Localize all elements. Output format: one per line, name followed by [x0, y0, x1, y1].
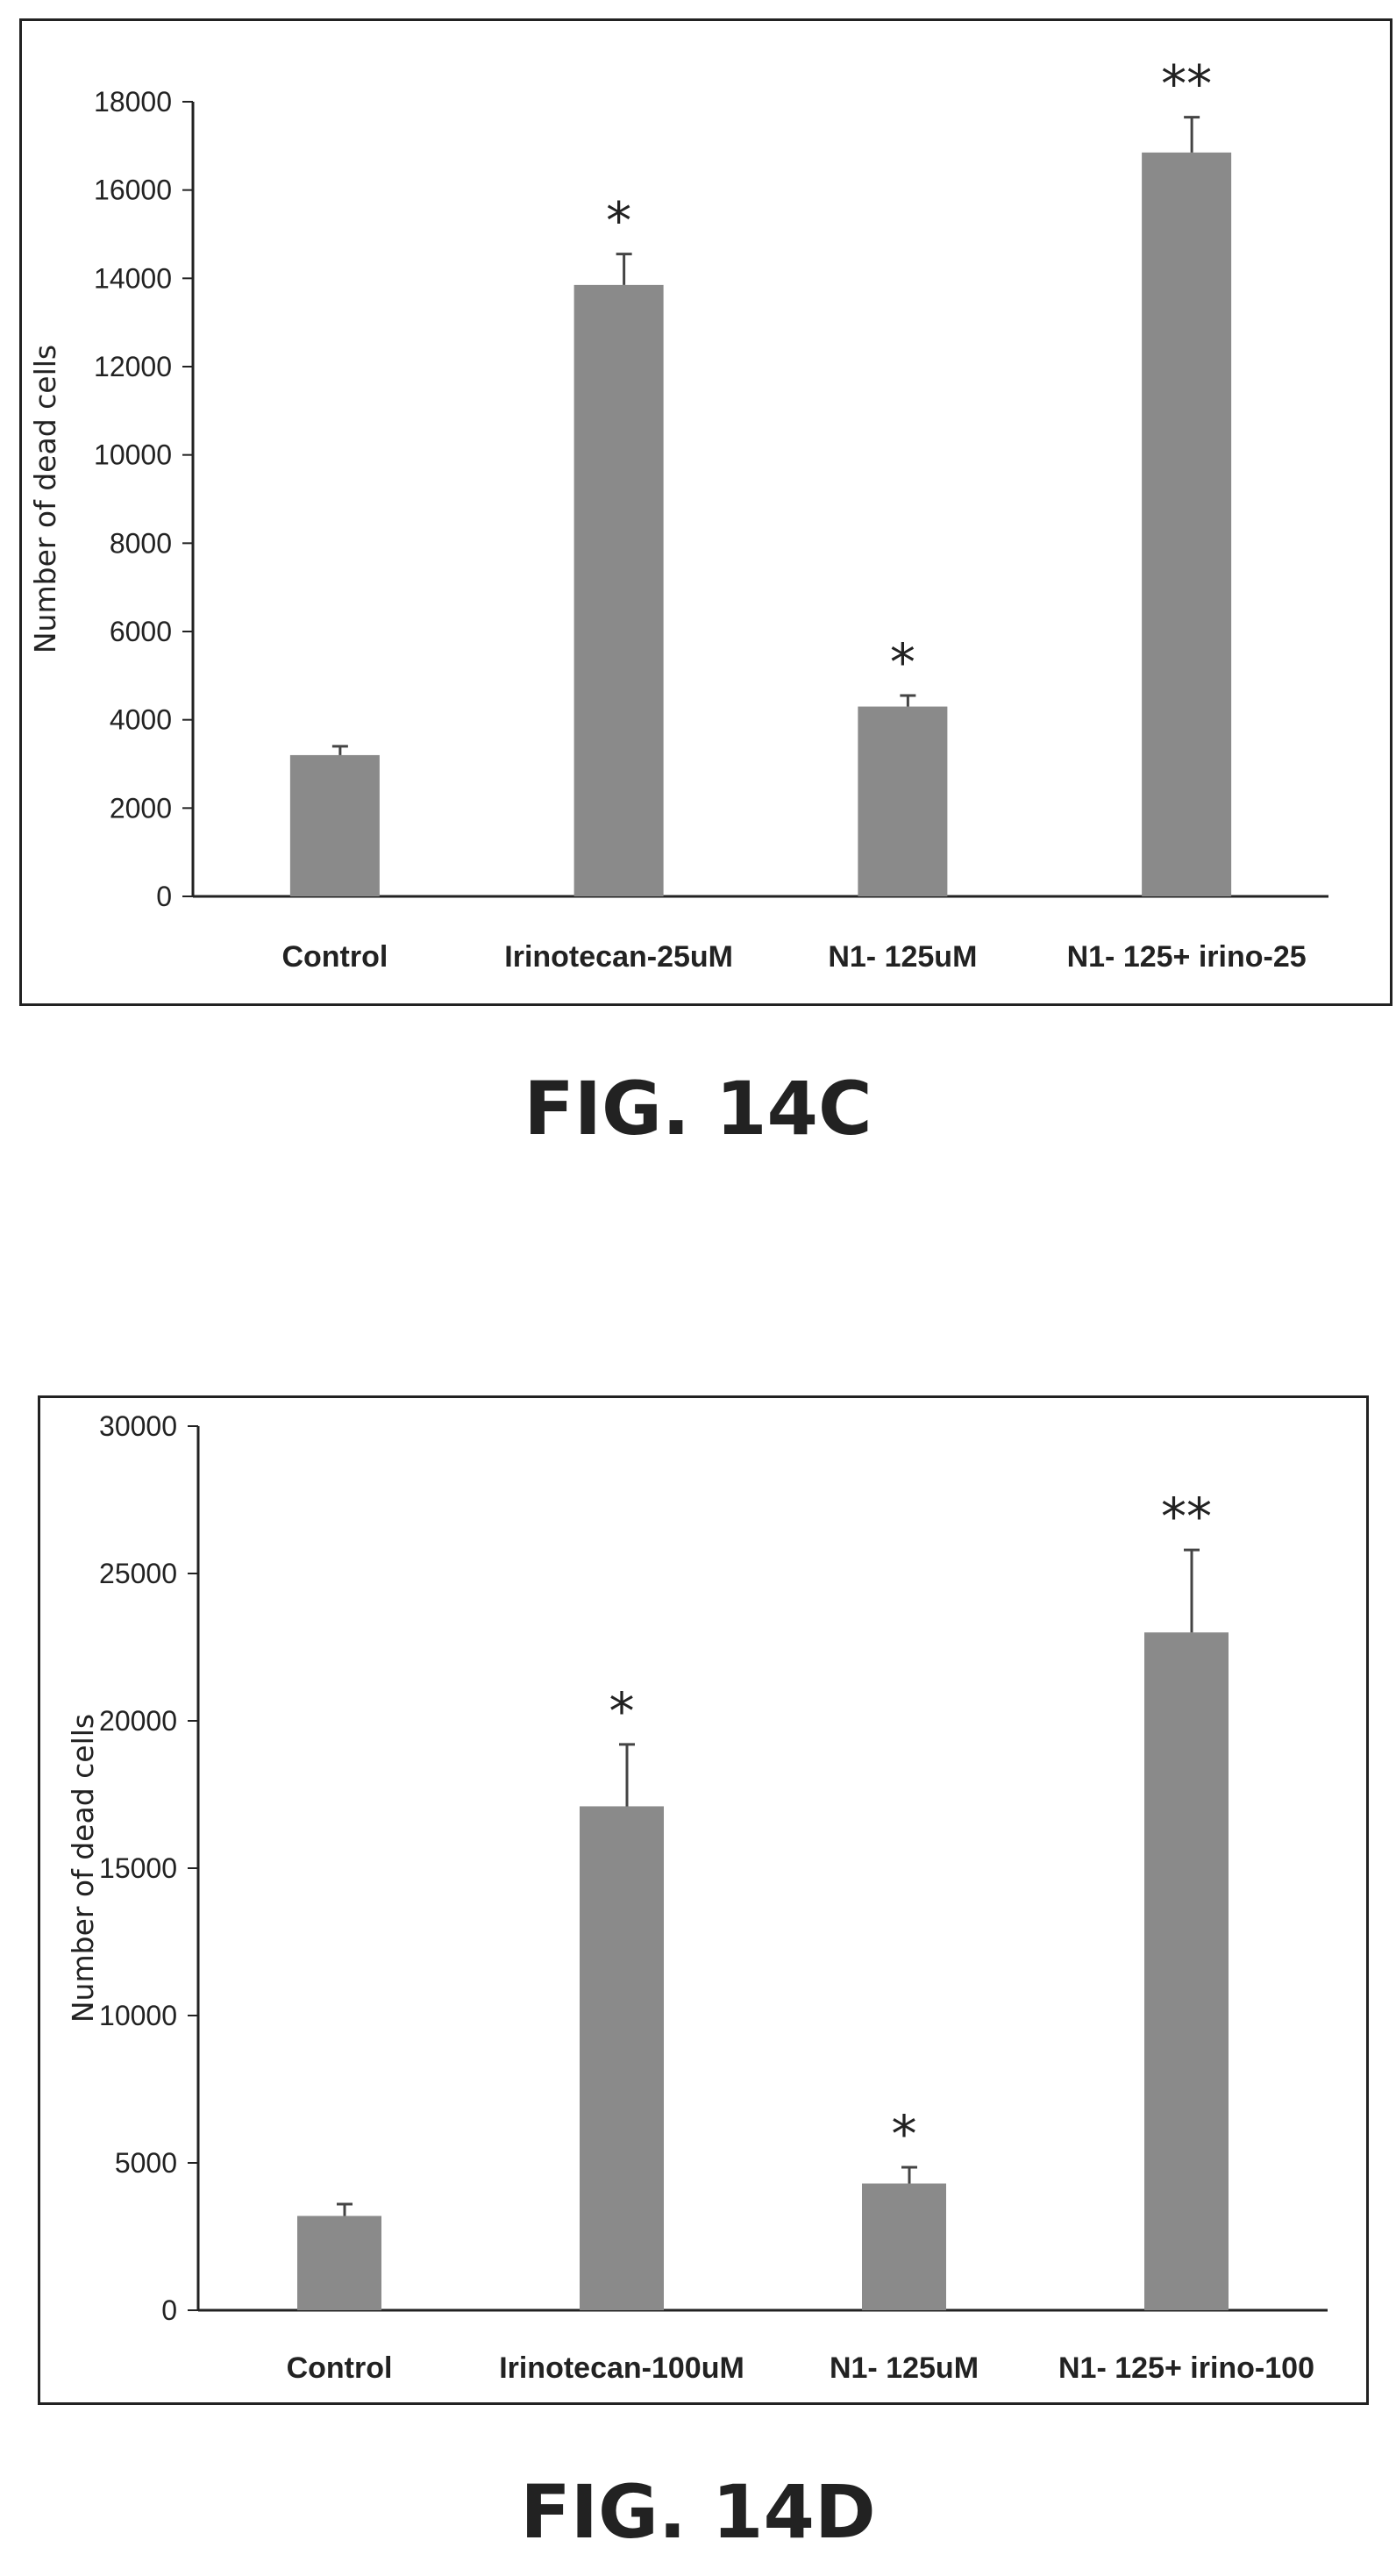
bar: [580, 1806, 664, 2310]
significance-marker: *: [890, 632, 915, 692]
bar-chart-14d: 0 5000 10000 15000 20000 25000 30000 Number of …: [66, 1410, 1328, 2385]
figure-caption-14c: FIG. 14C: [524, 1066, 872, 1152]
bar: [289, 754, 380, 896]
y-tick-label: 2000: [110, 792, 172, 824]
x-category-label: Irinotecan-25uM: [504, 940, 733, 974]
y-tick-label: 4000: [110, 704, 172, 736]
x-category-label: Control: [281, 940, 388, 974]
significance-marker: **: [1161, 54, 1212, 114]
y-tick-label: 0: [156, 881, 172, 912]
x-category-label: N1- 125uM: [828, 940, 977, 974]
significance-marker: *: [892, 2104, 917, 2164]
bar: [858, 706, 948, 896]
figure-caption-14d: FIG. 14D: [520, 2469, 876, 2555]
bar: [1142, 152, 1232, 897]
x-category-label: Control: [287, 2351, 393, 2385]
bar-chart-14c: 0 2000 4000 6000 8000 10000 12000 14000 16000 180…: [28, 54, 1328, 974]
chart-panel-14d: 0 5000 10000 15000 20000 25000 30000 Number of …: [38, 1395, 1369, 2405]
bar: [297, 2216, 381, 2310]
x-category-label: N1- 125+ irino-25: [1067, 940, 1307, 974]
y-axis-title: Number of dead cells: [66, 1714, 100, 2023]
y-tick-label: 12000: [94, 351, 172, 382]
y-tick-label: 20000: [99, 1705, 177, 1737]
significance-marker: *: [606, 191, 631, 251]
y-tick-label: 10000: [99, 2000, 177, 2031]
y-tick-label: 10000: [94, 439, 172, 471]
y-tick-label: 14000: [94, 262, 172, 294]
y-tick-label: 5000: [115, 2147, 177, 2179]
significance-marker: **: [1161, 1487, 1212, 1546]
x-category-label: N1- 125+ irino-100: [1058, 2351, 1314, 2385]
y-axis-title: Number of dead cells: [28, 345, 62, 653]
bar: [573, 284, 664, 897]
x-category-label: Irinotecan-100uM: [499, 2351, 744, 2385]
y-tick-label: 25000: [99, 1558, 177, 1589]
y-tick-label: 16000: [94, 175, 172, 206]
bar: [862, 2183, 946, 2310]
x-category-label: N1- 125uM: [830, 2351, 979, 2385]
y-tick-label: 30000: [99, 1410, 177, 1442]
significance-marker: *: [609, 1681, 635, 1741]
y-tick-label: 15000: [99, 1852, 177, 1884]
chart-panel-14c: 0 2000 4000 6000 8000 10000 12000 14000 16000 180…: [19, 18, 1392, 1006]
y-tick-label: 18000: [94, 86, 172, 118]
y-tick-label: 0: [161, 2294, 177, 2326]
y-tick-label: 6000: [110, 616, 172, 647]
y-tick-label: 8000: [110, 527, 172, 559]
bar: [1144, 1632, 1229, 2310]
